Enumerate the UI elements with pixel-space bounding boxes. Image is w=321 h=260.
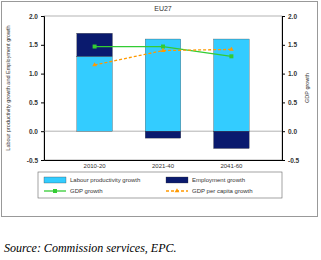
y-tick: 1.5 bbox=[29, 41, 44, 48]
chart-frame bbox=[2, 2, 318, 217]
y2-tick: 1.5 bbox=[282, 41, 297, 48]
legend-entry: Labour productivity growth bbox=[44, 177, 140, 183]
y-tick-mark bbox=[41, 160, 44, 161]
y2-tick-label: -0.5 bbox=[288, 157, 300, 164]
x-tick: 2021-40 bbox=[152, 160, 175, 169]
marker bbox=[93, 45, 97, 49]
y2-tick-label: 0.0 bbox=[288, 128, 297, 135]
y-tick: 1.0 bbox=[29, 70, 44, 77]
y2-tick: 2.0 bbox=[282, 13, 297, 20]
x-axis: 2010-20 2021-40 2041-60 bbox=[45, 160, 283, 169]
x-tick: 2041-60 bbox=[220, 160, 243, 169]
y2-axis: -0.5 0.0 0.5 1.0 1.5 2.0 bbox=[282, 13, 300, 164]
legend-label: Employment growth bbox=[192, 177, 245, 183]
x-tick: 2010-20 bbox=[84, 160, 107, 169]
y2-tick: 0.5 bbox=[282, 99, 297, 106]
y-tick-label: 1.5 bbox=[29, 41, 38, 48]
y2-tick-mark bbox=[282, 131, 285, 132]
y2-tick-label: 0.5 bbox=[288, 99, 297, 106]
y-tick-mark bbox=[41, 131, 44, 132]
y2-tick: -0.5 bbox=[282, 157, 300, 164]
y2-tick-mark bbox=[282, 45, 285, 46]
y-tick: -0.5 bbox=[27, 157, 44, 164]
y2-tick: 1.0 bbox=[282, 70, 297, 77]
y-tick-label: -0.5 bbox=[27, 157, 39, 164]
y-tick-mark bbox=[41, 74, 44, 75]
marker bbox=[229, 54, 233, 58]
y-axis: -0.5 0.0 0.5 1.0 1.5 2.0 bbox=[27, 13, 45, 164]
legend-label: GDP per capita growth bbox=[192, 188, 253, 194]
x-tick-label: 2021-40 bbox=[152, 163, 175, 169]
y2-axis-title: GDP growth bbox=[304, 73, 310, 103]
y-tick-label: 2.0 bbox=[29, 13, 38, 20]
y-tick-mark bbox=[41, 16, 44, 17]
y-axis-line bbox=[41, 17, 45, 161]
y2-axis-line bbox=[283, 17, 286, 161]
bar bbox=[214, 131, 250, 148]
marker bbox=[92, 62, 97, 66]
y-tick: 0.0 bbox=[29, 128, 44, 135]
bar bbox=[214, 39, 250, 131]
marker bbox=[229, 47, 234, 51]
line bbox=[95, 47, 232, 57]
y2-tick-mark bbox=[282, 74, 285, 75]
legend-marker bbox=[175, 188, 180, 192]
y2-tick-label: 2.0 bbox=[288, 13, 297, 20]
legend-swatch bbox=[166, 177, 188, 183]
legend-entry: GDP growth bbox=[44, 188, 103, 194]
legend-swatch bbox=[44, 177, 66, 183]
legend-entry: GDP per capita growth bbox=[166, 188, 253, 194]
y-axis-title: Labour productivity growth and Employmen… bbox=[5, 25, 11, 150]
bar bbox=[77, 33, 113, 56]
y2-tick-label: 1.5 bbox=[288, 41, 297, 48]
y-tick-mark bbox=[41, 102, 44, 103]
bar bbox=[77, 56, 113, 131]
bar bbox=[145, 131, 181, 138]
legend-marker bbox=[53, 189, 57, 193]
y2-tick-label: 1.0 bbox=[288, 70, 297, 77]
y2-tick-mark bbox=[282, 102, 285, 103]
plot-frame bbox=[44, 16, 282, 160]
legend-entry: Employment growth bbox=[166, 177, 245, 183]
plot-marks bbox=[77, 33, 249, 148]
legend-label: Labour productivity growth bbox=[70, 177, 140, 183]
y-tick-label: 0.5 bbox=[29, 99, 38, 106]
y2-tick-mark bbox=[282, 16, 285, 17]
y-tick-label: 1.0 bbox=[29, 70, 38, 77]
y-tick: 0.5 bbox=[29, 99, 44, 106]
y-tick: 2.0 bbox=[29, 13, 44, 20]
y-tick-mark bbox=[41, 45, 44, 46]
legend-box bbox=[38, 172, 282, 198]
x-tick-label: 2010-20 bbox=[84, 163, 107, 169]
legend: Labour productivity growth Employment gro… bbox=[38, 172, 282, 198]
y-tick-label: 0.0 bbox=[29, 128, 38, 135]
title: EU27 bbox=[154, 5, 172, 12]
legend-label: GDP growth bbox=[70, 188, 103, 194]
x-tick-label: 2041-60 bbox=[220, 163, 243, 169]
x-axis-line bbox=[45, 160, 283, 161]
marker bbox=[161, 48, 166, 52]
source: Source: Commission services, EPC. bbox=[4, 241, 177, 255]
chart: -0.5 0.0 0.5 1.0 1.5 2.0 -0.5 0.0 0.5 1.0 1.5 2.0 20… bbox=[0, 0, 321, 260]
y2-tick: 0.0 bbox=[282, 128, 297, 135]
